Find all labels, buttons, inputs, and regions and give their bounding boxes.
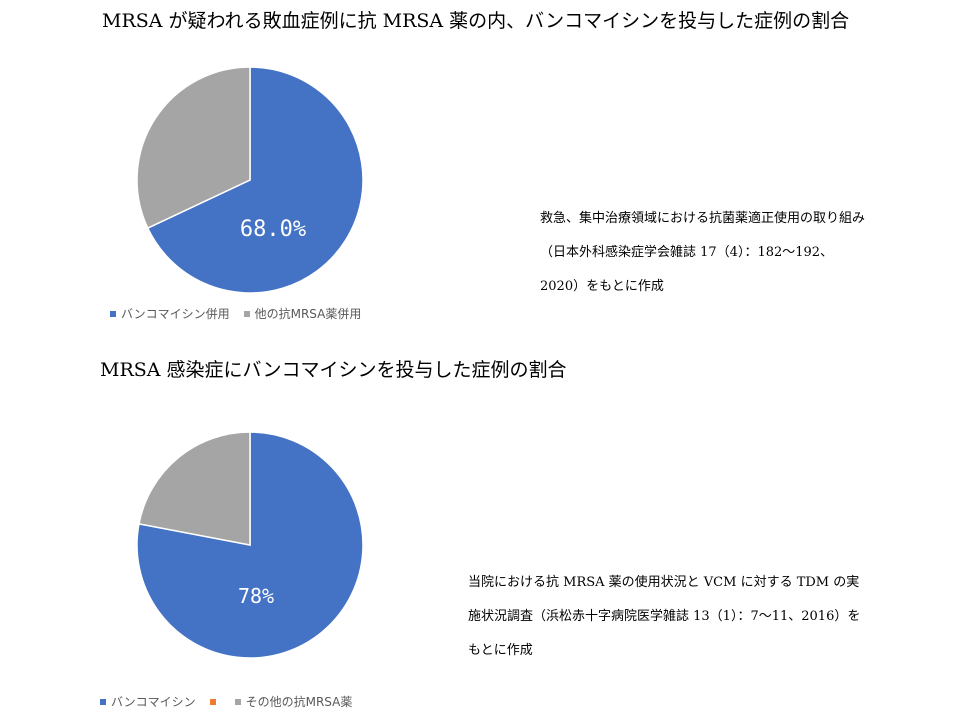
chart-2-source-note: 当院における抗 MRSA 薬の使用状況と VCM に対する TDM の実施状況調… <box>468 575 861 658</box>
pie-1-data-label: 68.0% <box>240 217 306 242</box>
legend-2-label-0: バンコマイシン <box>111 695 196 709</box>
chart-2-legend: バンコマイシン その他の抗MRSA薬 <box>100 693 366 710</box>
legend-2-swatch-2 <box>234 698 241 705</box>
legend-1-item-1: 他の抗MRSA薬併用 <box>243 305 362 322</box>
legend-2-item-2: その他の抗MRSA薬 <box>234 693 353 710</box>
pie-chart-2: 78% <box>136 431 364 659</box>
pie-2-data-label: 78% <box>238 584 274 608</box>
chart-1-legend: バンコマイシン併用 他の抗MRSA薬併用 <box>110 305 375 322</box>
legend-1-label-1: 他の抗MRSA薬併用 <box>254 307 362 321</box>
legend-1-swatch-0 <box>110 310 116 317</box>
legend-2-swatch-0 <box>100 698 106 705</box>
chart-2-title: MRSA 感染症にバンコマイシンを投与した症例の割合 <box>100 359 567 381</box>
pie-chart-1: 68.0% <box>136 66 364 294</box>
legend-2-label-2: その他の抗MRSA薬 <box>245 695 353 709</box>
pie-1-slice-0 <box>146 66 364 294</box>
legend-2-item-0: バンコマイシン <box>100 693 196 710</box>
pie-2-slice-2 <box>138 431 251 546</box>
legend-1-label-0: バンコマイシン併用 <box>121 307 230 321</box>
chart-1-source-note: 救急、集中治療領域における抗菌薬適正使用の取り組み（日本外科感染症学会雑誌 17… <box>540 211 866 294</box>
legend-2-item-1 <box>209 698 221 705</box>
legend-2-swatch-1 <box>209 698 216 705</box>
legend-1-item-0: バンコマイシン併用 <box>110 305 230 322</box>
legend-1-swatch-1 <box>243 310 250 317</box>
pie-1-slice-1 <box>136 66 251 230</box>
chart-1-title: MRSA が疑われる敗血症例に抗 MRSA 薬の内、バンコマイシンを投与した症例… <box>102 10 850 32</box>
